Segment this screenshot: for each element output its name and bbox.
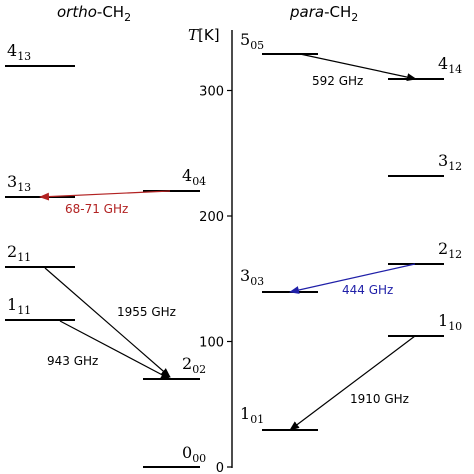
- level-label-para-4-14: 414: [438, 54, 462, 76]
- level-label-ortho-4-13: 413: [7, 41, 31, 63]
- level-label-para-3-12: 312: [438, 151, 462, 173]
- axis-tick-label: 300: [199, 85, 224, 100]
- transition-arrow-t-444: [289, 263, 416, 294]
- level-label-para-5-05: 505: [240, 30, 264, 52]
- level-label-para-1-10: 110: [438, 311, 462, 333]
- transition-label-t-6871: 68-71 GHz: [65, 202, 128, 216]
- transition-arrow-t-1955: [44, 267, 171, 378]
- axis-label: T[K]: [188, 26, 220, 44]
- para-header: para-CH2: [289, 3, 358, 24]
- level-label-ortho-2-02: 202: [182, 354, 206, 376]
- level-label-para-3-03: 303: [240, 266, 264, 288]
- transition-label-t-943: 943 GHz: [47, 354, 98, 368]
- transition-label-t-444: 444 GHz: [342, 283, 393, 297]
- transition-arrow-t-943: [59, 320, 171, 380]
- transition-arrow-t-6871: [39, 190, 171, 201]
- axis-tick-label: 100: [199, 336, 224, 351]
- level-label-para-1-01: 101: [240, 404, 264, 426]
- transition-arrow-t-592: [299, 53, 417, 82]
- level-label-ortho-1-11: 111: [7, 295, 31, 317]
- transition-label-t-1955: 1955 GHz: [117, 305, 176, 319]
- level-label-ortho-3-13: 313: [7, 172, 31, 194]
- transition-arrow-t-1910: [289, 335, 416, 431]
- axis-tick-label: 200: [199, 210, 224, 225]
- level-label-ortho-4-04: 404: [182, 166, 206, 188]
- transition-label-t-592: 592 GHz: [312, 74, 363, 88]
- transition-label-t-1910: 1910 GHz: [350, 392, 409, 406]
- level-label-para-2-12: 212: [438, 239, 462, 261]
- ortho-header: ortho-CH2: [57, 3, 131, 24]
- level-label-ortho-2-11: 211: [7, 242, 31, 264]
- level-label-ortho-0-00: 000: [182, 443, 206, 465]
- axis-tick-label: 0: [216, 461, 224, 474]
